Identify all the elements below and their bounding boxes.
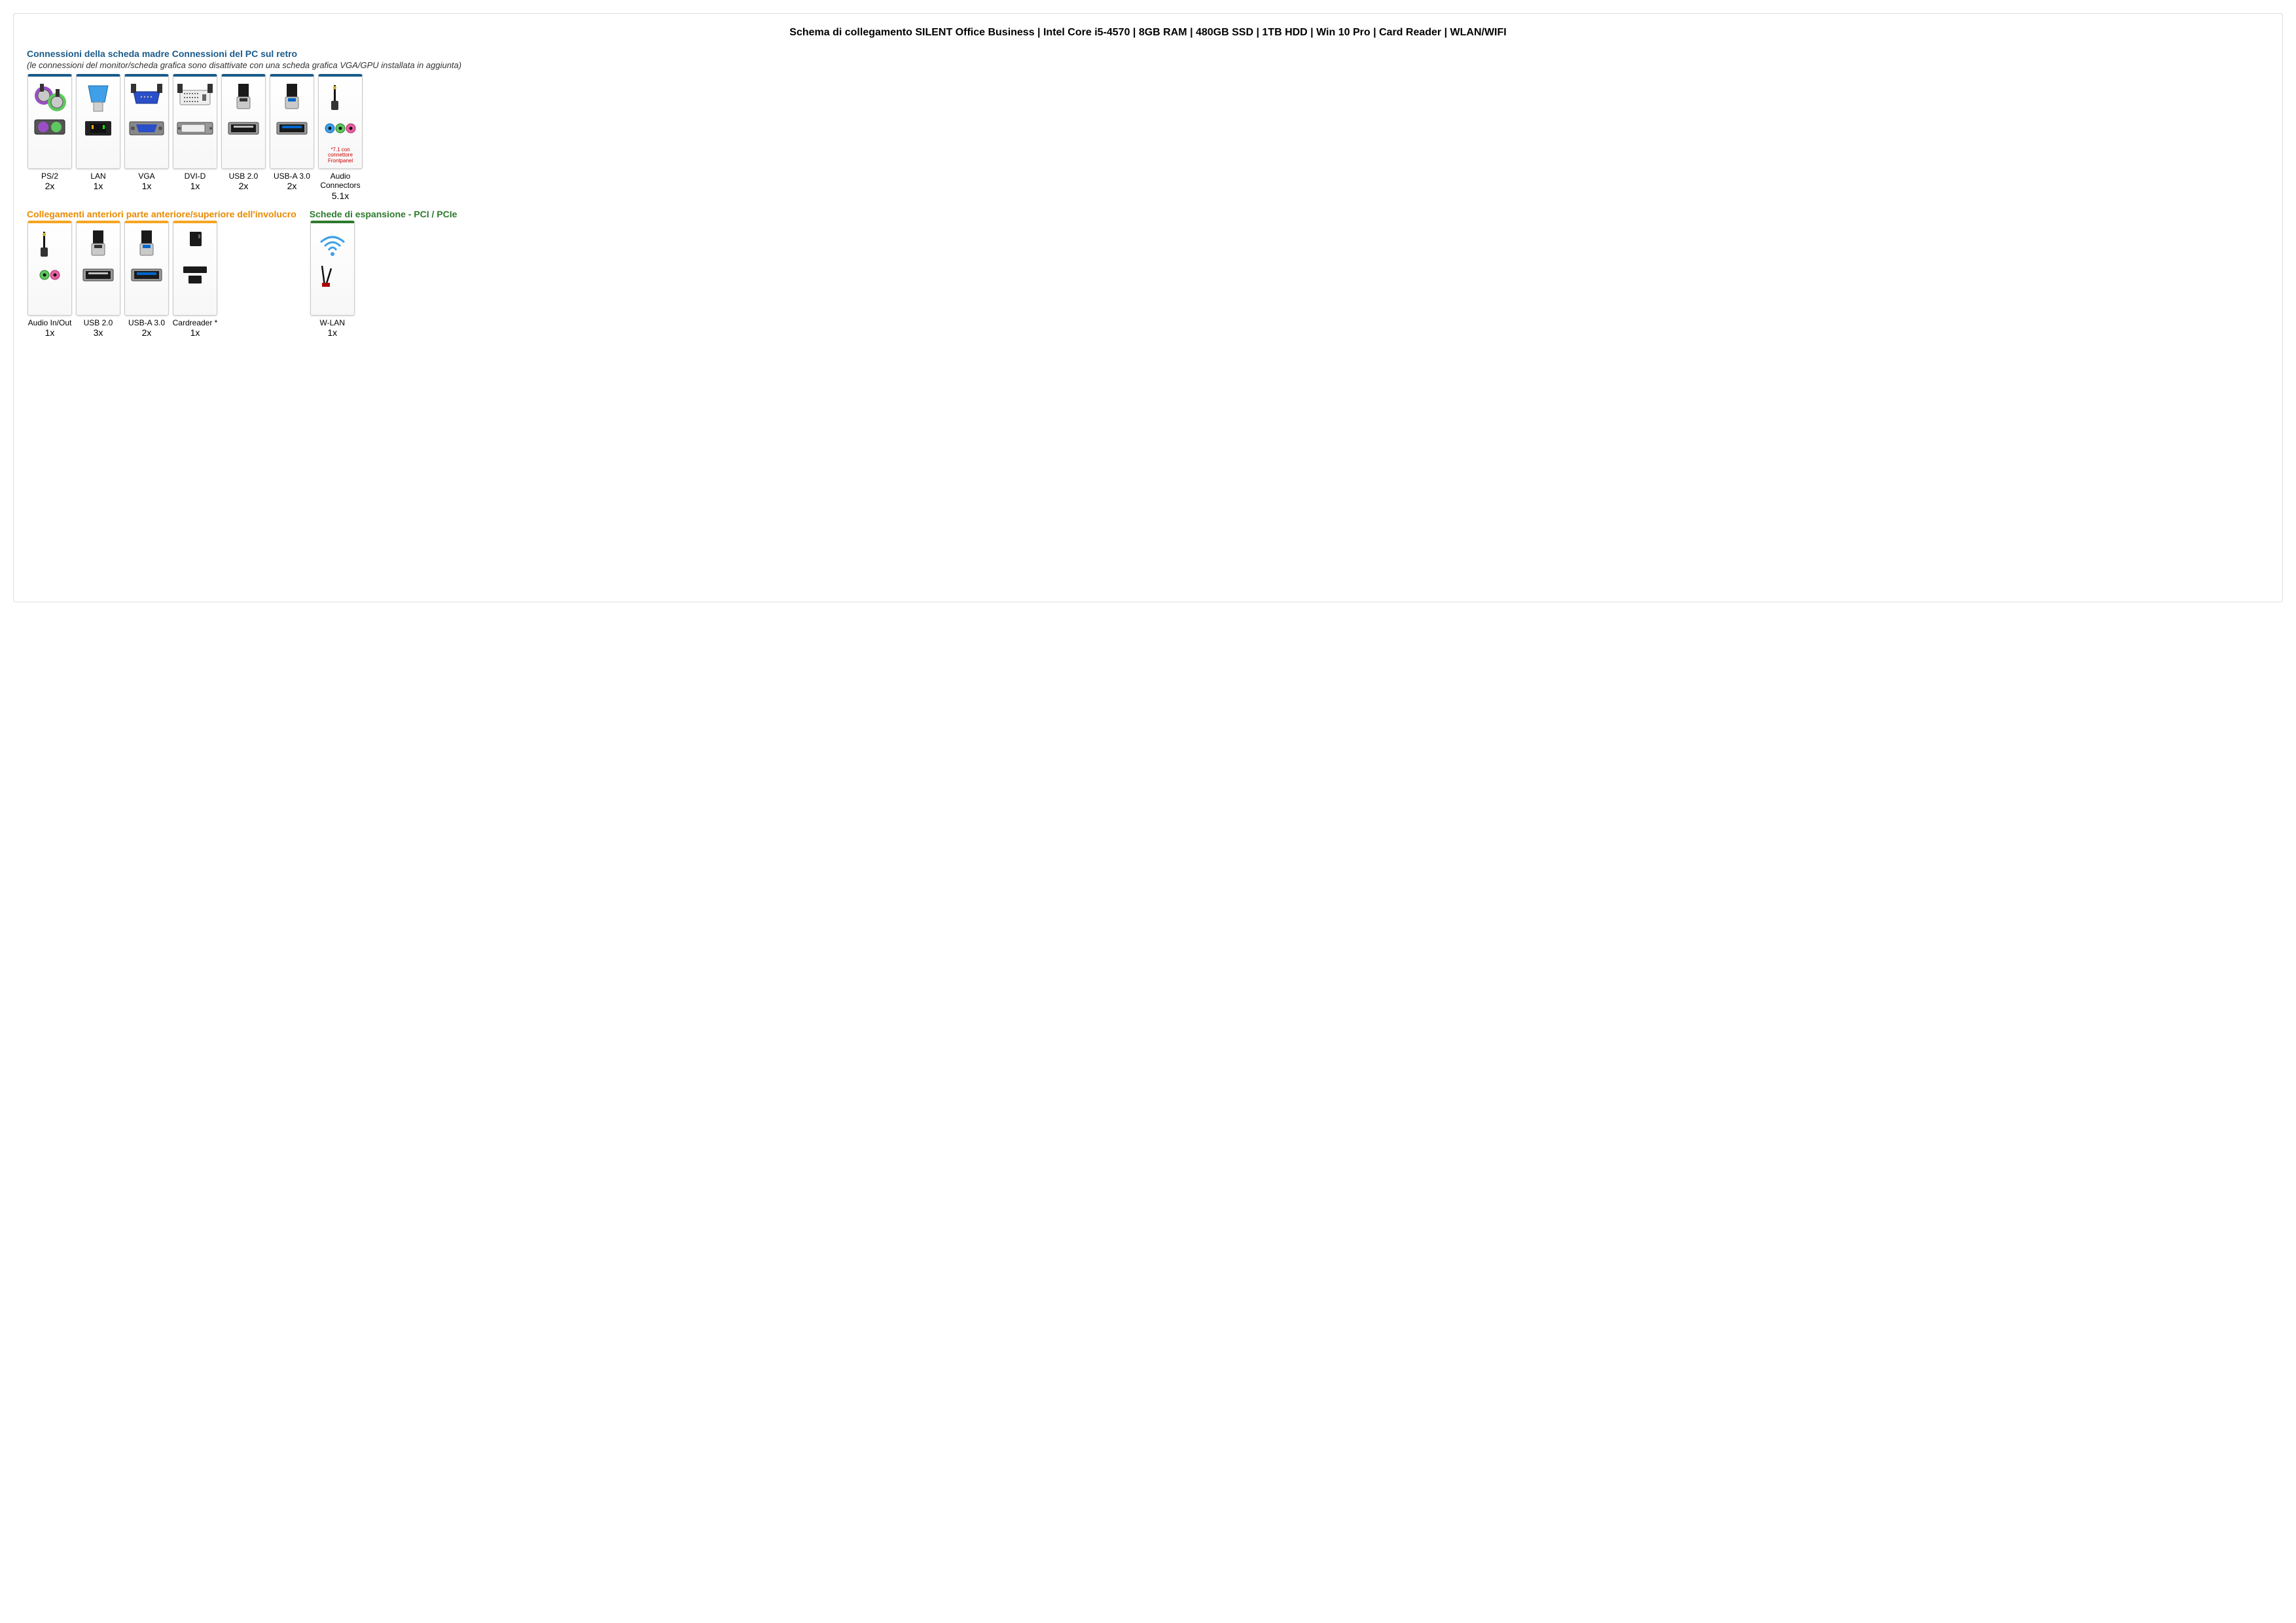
ps2-port-icon [30,117,69,139]
connector-card: W-LAN1x [310,221,355,338]
connector-qty: 1x [327,327,337,338]
connector-label: USB 2.0 [84,318,113,327]
connector-card-box [310,221,355,316]
wlan-port-icon [313,264,352,286]
connector-card-box [173,221,217,316]
wlan-cable-icon [313,226,352,264]
section-rear: Connessioni della scheda madre Connessio… [27,48,461,201]
usb3-cable-icon [127,226,166,264]
connector-card: VGA1x [124,74,170,201]
usb2-cable-icon [224,79,263,117]
dvi-port-icon [175,117,215,139]
connector-qty: 1x [142,181,152,191]
diagram-container: Schema di collegamento SILENT Office Bus… [13,13,2283,602]
connector-card: USB-A 3.02x [269,74,315,201]
section-expansion: Schede di espansione - PCI / PCIe W-LAN1… [310,209,457,338]
connector-card: USB-A 3.02x [124,221,170,338]
connector-qty: 1x [45,327,55,338]
connector-note: *7.1 con connettore Frontpanel [320,146,361,166]
connector-qty: 1x [94,181,103,191]
lan-port-icon [79,117,118,139]
connector-qty: 1x [190,181,200,191]
connector-label: VGA [138,172,154,181]
connector-qty: 2x [45,181,55,191]
vga-cable-icon [127,79,166,117]
section-rear-subtitle: (le connessioni del monitor/scheda grafi… [27,60,461,70]
connector-label: Audio In/Out [28,318,72,327]
expansion-cards: W-LAN1x [310,221,457,338]
connector-card: *7.1 con connettore Frontpanel Audio Conn… [317,74,363,201]
audio2-port-icon [30,264,69,286]
connector-label: DVI-D [185,172,206,181]
connector-card: Cardreader *1x [172,221,218,338]
front-cards: Audio In/Out1x USB 2.03x USB-A 3.02x [27,221,296,338]
usb3-port-icon [272,117,312,139]
connector-card: DVI-D1x [172,74,218,201]
lan-cable-icon [79,79,118,117]
connector-label: Audio Connectors [317,172,363,191]
connector-card: PS/22x [27,74,73,201]
vga-port-icon [127,117,166,139]
usb2-cable-icon [79,226,118,264]
connector-qty: 2x [287,181,297,191]
dvi-cable-icon [175,79,215,117]
cardreader-cable-icon [175,226,215,264]
section-front-title: Collegamenti anteriori parte anteriore/s… [27,209,296,219]
connector-card: USB 2.02x [221,74,266,201]
connector-qty: 1x [190,327,200,338]
connector-qty: 3x [94,327,103,338]
connector-label: PS/2 [41,172,58,181]
rear-cards: PS/22x LAN1x VGA1x [27,74,461,201]
cardreader-port-icon [175,264,215,286]
connector-card: LAN1x [75,74,121,201]
connector-card-box [270,74,314,169]
connector-card-box [27,221,72,316]
connector-qty: 5.1x [332,191,349,201]
connector-label: USB 2.0 [229,172,259,181]
connector-label: USB-A 3.0 [128,318,165,327]
audio3-port-icon [321,117,360,139]
usb2-port-icon [79,264,118,286]
page-title: Schema di collegamento SILENT Office Bus… [27,27,2269,39]
connector-card: Audio In/Out1x [27,221,73,338]
connector-card: USB 2.03x [75,221,121,338]
connector-card-box [173,74,217,169]
usb2-port-icon [224,117,263,139]
connector-card-box: *7.1 con connettore Frontpanel [318,74,363,169]
connector-card-box [221,74,266,169]
audio3-cable-icon [321,79,360,117]
section-rear-title: Connessioni della scheda madre Connessio… [27,48,461,59]
connector-card-box [124,74,169,169]
connector-qty: 2x [239,181,249,191]
connector-card-box [27,74,72,169]
lower-sections-row: Collegamenti anteriori parte anteriore/s… [27,209,2269,338]
section-expansion-title: Schede di espansione - PCI / PCIe [310,209,457,219]
connector-label: Cardreader * [173,318,218,327]
audio2-cable-icon [30,226,69,264]
connector-label: W-LAN [320,318,345,327]
connector-label: LAN [90,172,105,181]
connector-label: USB-A 3.0 [274,172,310,181]
connector-card-box [76,74,120,169]
connector-card-box [124,221,169,316]
ps2-cable-icon [30,79,69,117]
section-front: Collegamenti anteriori parte anteriore/s… [27,209,296,338]
usb3-cable-icon [272,79,312,117]
connector-qty: 2x [142,327,152,338]
connector-card-box [76,221,120,316]
usb3-port-icon [127,264,166,286]
